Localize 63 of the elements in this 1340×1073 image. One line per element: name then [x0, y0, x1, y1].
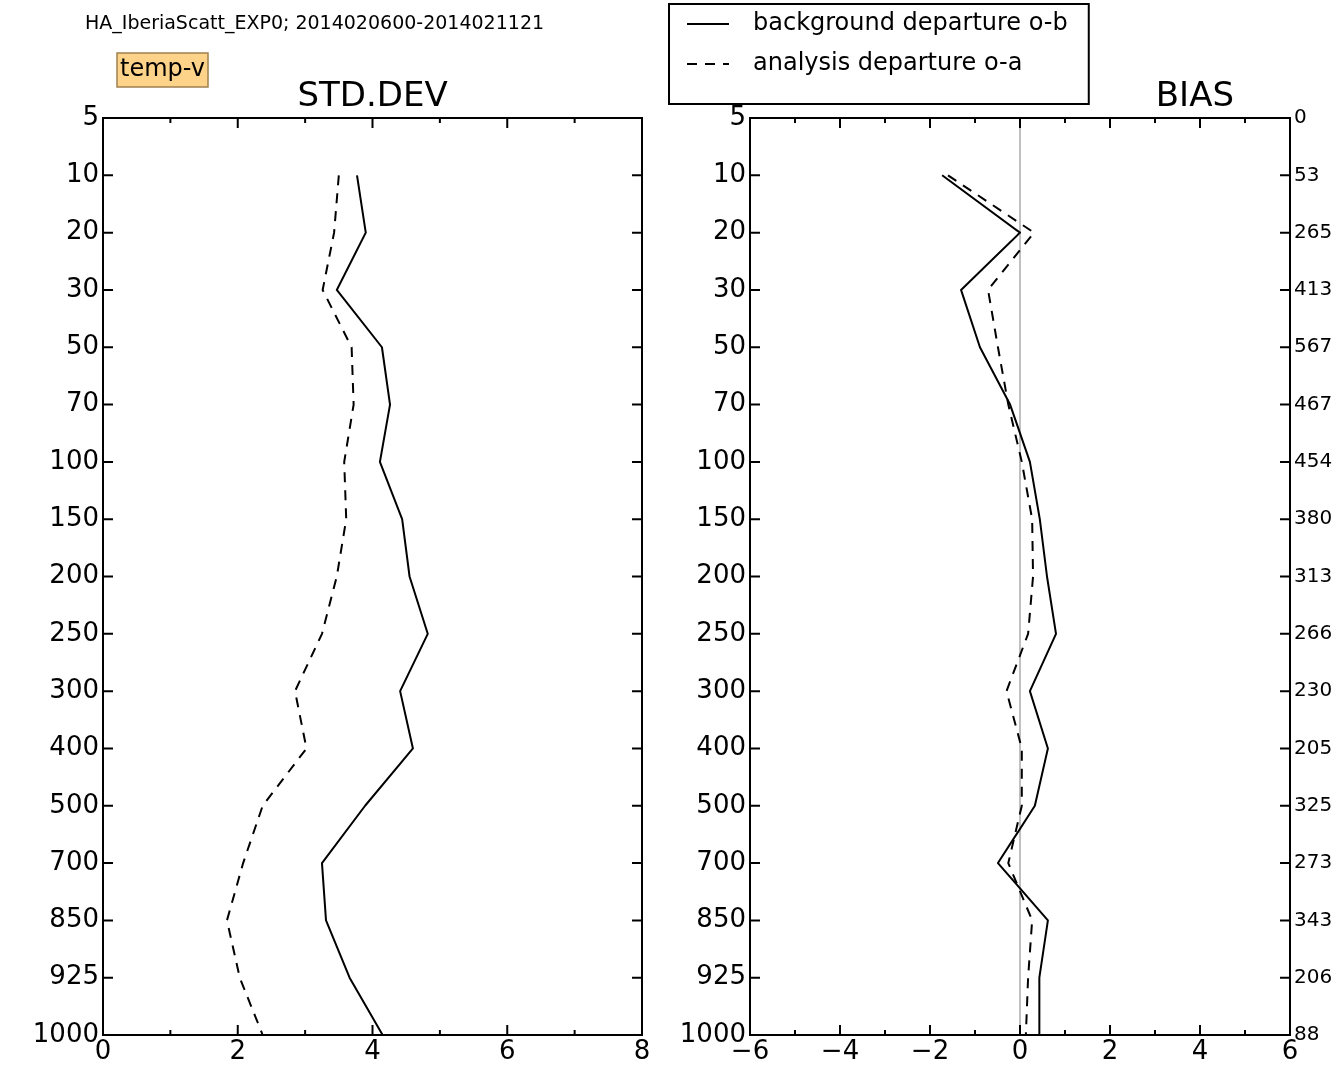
y-tick-label: 5 [729, 100, 746, 131]
y-tick-label: 925 [696, 960, 746, 991]
y2-tick-label: 265 [1294, 218, 1333, 243]
y2-tick-label: 467 [1294, 390, 1333, 415]
y-tick-label: 5 [82, 100, 99, 131]
y2-tick-label: 454 [1294, 448, 1333, 473]
y-tick-label: 700 [696, 845, 746, 876]
y2-tick-label: 343 [1294, 906, 1333, 931]
y2-tick-label: 53 [1294, 161, 1320, 186]
y2-tick-label: 413 [1294, 276, 1333, 301]
y-tick-label: 100 [49, 444, 99, 475]
y2-tick-label: 230 [1294, 677, 1333, 702]
text: temp-v [120, 54, 206, 83]
y-tick-label: 300 [49, 673, 99, 704]
y2-tick-label: 567 [1294, 333, 1333, 358]
y2-tick-label: 266 [1294, 620, 1333, 645]
y-tick-label: 250 [696, 616, 746, 647]
x-tick-label: 4 [364, 1035, 381, 1066]
legend-label: background departure o-b [753, 8, 1068, 37]
y-tick-label: 150 [49, 501, 99, 532]
y-tick-label: 30 [65, 272, 99, 303]
y-tick-label: 70 [712, 387, 746, 418]
y-tick-label: 30 [712, 272, 746, 303]
y-tick-label: 850 [49, 903, 99, 934]
y2-tick-label: 205 [1294, 734, 1333, 759]
x-tick-label: 2 [229, 1035, 247, 1066]
y-tick-label: 200 [696, 559, 746, 590]
chart-title: BIAS [1155, 74, 1234, 114]
y-tick-label: 50 [65, 330, 99, 360]
x-tick-label: 2 [1101, 1035, 1119, 1066]
y-tick-label: 250 [49, 616, 99, 647]
y-tick-label: 850 [696, 903, 746, 934]
y-tick-label: 150 [696, 501, 746, 532]
x-tick-label: 4 [1191, 1035, 1209, 1066]
y2-tick-label: 313 [1294, 562, 1333, 587]
y2-tick-label: 0 [1294, 104, 1307, 129]
y-tick-label: 925 [49, 960, 99, 991]
x-tick-label: −4 [820, 1035, 860, 1066]
y-tick-label: 10 [712, 158, 746, 189]
y-tick-label: 10 [65, 158, 99, 189]
y-tick-label: 500 [49, 788, 99, 819]
y-tick-label: 200 [49, 559, 99, 590]
y2-tick-label: 206 [1294, 963, 1333, 988]
y2-tick-label: 325 [1294, 791, 1333, 816]
y2-tick-label: 273 [1294, 849, 1333, 874]
y-tick-label: 300 [696, 673, 746, 704]
y-tick-label: 700 [49, 845, 99, 876]
y-tick-label: 100 [696, 444, 746, 475]
y-tick-label: 400 [696, 731, 746, 762]
x-tick-label: 0 [1011, 1035, 1029, 1066]
y-tick-label: 70 [65, 387, 99, 418]
x-tick-label: 8 [633, 1035, 651, 1066]
text: HA_IberiaScatt_EXP0; 2014020600-2014021121 [85, 10, 545, 34]
y-tick-label: 50 [712, 330, 746, 360]
y-tick-label: 500 [696, 788, 746, 819]
y-tick-label: 400 [49, 731, 99, 762]
y-tick-label: 20 [65, 215, 99, 246]
y2-tick-label: 380 [1294, 505, 1333, 530]
y-tick-label: 20 [712, 215, 746, 246]
x-tick-label: 6 [498, 1035, 516, 1066]
chart-title: STD.DEV [297, 74, 448, 114]
x-tick-label: −2 [910, 1035, 950, 1066]
legend-label: analysis departure o-a [753, 48, 1023, 77]
